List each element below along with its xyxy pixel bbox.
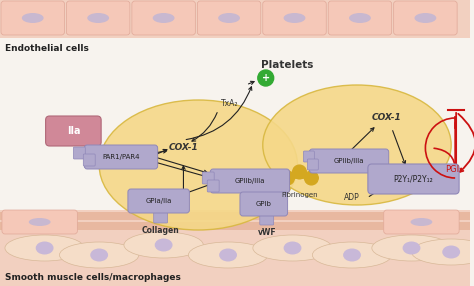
Ellipse shape	[283, 241, 301, 255]
FancyBboxPatch shape	[1, 1, 64, 35]
Ellipse shape	[218, 13, 240, 23]
FancyBboxPatch shape	[303, 151, 314, 162]
FancyBboxPatch shape	[2, 210, 77, 234]
FancyBboxPatch shape	[210, 169, 290, 193]
FancyBboxPatch shape	[384, 210, 459, 234]
Text: GPIIb/IIIa: GPIIb/IIIa	[235, 178, 265, 184]
FancyBboxPatch shape	[46, 116, 101, 146]
Ellipse shape	[219, 249, 237, 261]
Text: PGI₂: PGI₂	[446, 166, 463, 174]
Text: GPIb: GPIb	[256, 201, 272, 207]
Text: Platelets: Platelets	[261, 60, 314, 70]
FancyBboxPatch shape	[83, 154, 95, 166]
FancyBboxPatch shape	[394, 1, 457, 35]
Ellipse shape	[153, 13, 174, 23]
Ellipse shape	[29, 218, 51, 226]
FancyBboxPatch shape	[132, 1, 195, 35]
Bar	[0, 210, 470, 286]
Ellipse shape	[99, 100, 298, 230]
Text: COX-1: COX-1	[372, 114, 401, 122]
Ellipse shape	[22, 13, 44, 23]
Text: GPIa/IIa: GPIa/IIa	[146, 198, 172, 204]
FancyBboxPatch shape	[128, 189, 190, 213]
Ellipse shape	[90, 249, 108, 261]
Text: IIa: IIa	[67, 126, 80, 136]
Text: +: +	[262, 73, 270, 83]
FancyBboxPatch shape	[0, 222, 470, 230]
Text: GPIIb/IIIa: GPIIb/IIIa	[334, 158, 365, 164]
Text: TxA₂: TxA₂	[221, 100, 239, 108]
Ellipse shape	[372, 235, 451, 261]
Ellipse shape	[414, 13, 436, 23]
Ellipse shape	[87, 13, 109, 23]
FancyBboxPatch shape	[207, 180, 219, 192]
Ellipse shape	[253, 235, 332, 261]
Bar	[0, 0, 470, 38]
Ellipse shape	[442, 245, 460, 259]
Text: COX-1: COX-1	[169, 144, 198, 152]
FancyBboxPatch shape	[197, 1, 261, 35]
FancyBboxPatch shape	[328, 1, 392, 35]
FancyBboxPatch shape	[263, 1, 326, 35]
FancyBboxPatch shape	[73, 147, 85, 159]
Ellipse shape	[263, 85, 451, 205]
Circle shape	[258, 70, 273, 86]
Ellipse shape	[343, 249, 361, 261]
FancyBboxPatch shape	[260, 209, 273, 225]
Ellipse shape	[36, 241, 54, 255]
Ellipse shape	[124, 232, 203, 258]
Ellipse shape	[283, 13, 305, 23]
FancyBboxPatch shape	[240, 192, 288, 216]
FancyBboxPatch shape	[0, 212, 470, 220]
Ellipse shape	[410, 218, 432, 226]
Ellipse shape	[402, 241, 420, 255]
FancyBboxPatch shape	[202, 172, 214, 184]
Text: Collagen: Collagen	[142, 226, 180, 235]
Text: Fibrinogen: Fibrinogen	[281, 192, 318, 198]
Text: ADP: ADP	[344, 194, 360, 202]
Text: Smooth muscle cells/macrophages: Smooth muscle cells/macrophages	[5, 273, 181, 282]
Ellipse shape	[349, 13, 371, 23]
Text: PAR1/PAR4: PAR1/PAR4	[102, 154, 140, 160]
Ellipse shape	[312, 242, 392, 268]
FancyBboxPatch shape	[84, 145, 158, 169]
FancyBboxPatch shape	[66, 1, 130, 35]
Circle shape	[304, 171, 319, 185]
FancyBboxPatch shape	[310, 149, 389, 173]
Text: vWF: vWF	[257, 228, 276, 237]
Text: Endothelial cells: Endothelial cells	[5, 44, 89, 53]
Ellipse shape	[411, 239, 474, 265]
Circle shape	[292, 165, 306, 179]
Circle shape	[281, 171, 294, 185]
FancyBboxPatch shape	[368, 164, 459, 194]
FancyBboxPatch shape	[308, 159, 319, 170]
Text: P2Y₁/P2Y₁₂: P2Y₁/P2Y₁₂	[393, 174, 433, 184]
Ellipse shape	[60, 242, 139, 268]
Ellipse shape	[5, 235, 84, 261]
Ellipse shape	[188, 242, 268, 268]
Ellipse shape	[155, 239, 173, 251]
FancyBboxPatch shape	[154, 207, 168, 223]
